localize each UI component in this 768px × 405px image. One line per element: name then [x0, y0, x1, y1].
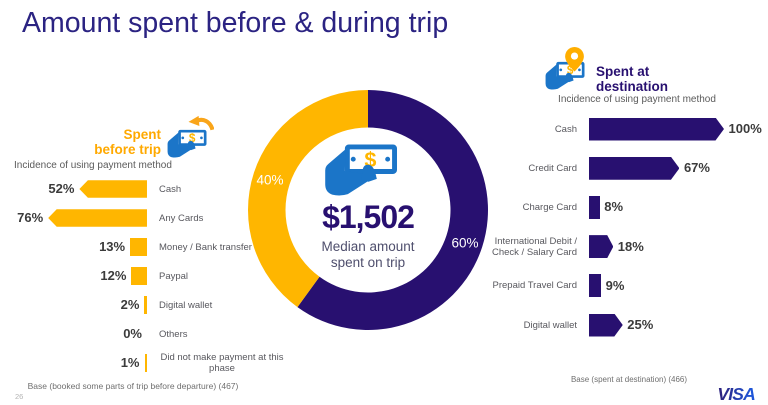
destination-value-2: 8%	[604, 199, 624, 215]
before-trip-bar-6	[144, 354, 147, 372]
donut-chart	[248, 90, 488, 330]
right-base-note: Base (spent at destination) (466)	[570, 374, 688, 384]
page-number: 26	[15, 392, 24, 401]
before-trip-label-5: Others	[159, 328, 188, 340]
destination-value-4: 9%	[605, 277, 625, 293]
before-trip-value-6: 1%	[120, 355, 140, 370]
destination-label-4: Prepaid Travel Card	[492, 280, 577, 292]
destination-bar-0	[589, 118, 724, 141]
money-in-hand-icon	[324, 141, 411, 200]
before-trip-bar-1	[48, 209, 147, 227]
donut-segment-60%	[297, 90, 488, 330]
donut-segment-label-60: 60%	[451, 235, 479, 251]
before-trip-label-4: Digital wallet	[159, 299, 213, 311]
before-trip-value-0: 52%	[48, 181, 75, 196]
before-trip-value-3: 12%	[100, 268, 127, 283]
location-pin-icon	[565, 47, 584, 72]
median-amount-caption: Median amount spent on trip	[321, 239, 415, 270]
before-trip-bar-0	[79, 180, 147, 198]
before-trip-label-2: Money / Bank transfer	[159, 241, 252, 253]
right-chart-subtitle: Incidence of using payment method	[558, 94, 716, 105]
money-in-hand-before-trip-icon	[167, 128, 214, 160]
destination-value-1: 67%	[683, 160, 710, 176]
destination-label-2: Charge Card	[522, 201, 577, 213]
before-trip-value-5: 0%	[123, 326, 142, 341]
right-chart-title: Spent at destination	[596, 64, 669, 94]
destination-bar-4	[589, 274, 602, 298]
destination-value-5: 25%	[627, 317, 654, 332]
donut-segment-label-40: 40%	[256, 172, 284, 188]
before-trip-value-2: 13%	[99, 239, 126, 254]
destination-label-3: International Debit / Check / Salary Car…	[491, 235, 577, 258]
visa-logo: VISA	[717, 384, 755, 404]
page-title: Amount spent before & during trip	[22, 7, 449, 39]
destination-label-1: Credit Card	[528, 162, 577, 174]
destination-bar-3	[589, 235, 613, 258]
destination-bar-2	[589, 195, 600, 219]
back-arrow-icon	[187, 114, 214, 132]
before-trip-bar-2	[130, 238, 147, 256]
before-trip-label-6: Did not make payment at this phase	[160, 352, 284, 374]
before-trip-bar-3	[131, 267, 147, 285]
median-amount-value: $1,502	[322, 199, 415, 235]
before-trip-label-1: Any Cards	[159, 212, 204, 224]
before-trip-value-1: 76%	[17, 210, 44, 225]
donut-segment-40%	[248, 90, 368, 308]
destination-bar-5	[589, 314, 623, 337]
destination-bar-1	[589, 157, 679, 180]
before-trip-value-4: 2%	[120, 297, 140, 312]
destination-label-0: Cash	[554, 123, 577, 135]
before-trip-label-3: Paypal	[159, 270, 189, 282]
before-trip-bar-4	[144, 296, 147, 314]
left-base-note: Base (booked some parts of trip before d…	[27, 381, 239, 391]
before-trip-label-0: Cash	[159, 183, 182, 195]
destination-value-3: 18%	[617, 238, 644, 254]
left-chart-title: Spent before trip	[94, 127, 161, 157]
destination-label-5: Digital wallet	[523, 319, 577, 331]
destination-value-0: 100%	[728, 121, 762, 136]
left-chart-subtitle: Incidence of using payment method	[14, 160, 172, 171]
